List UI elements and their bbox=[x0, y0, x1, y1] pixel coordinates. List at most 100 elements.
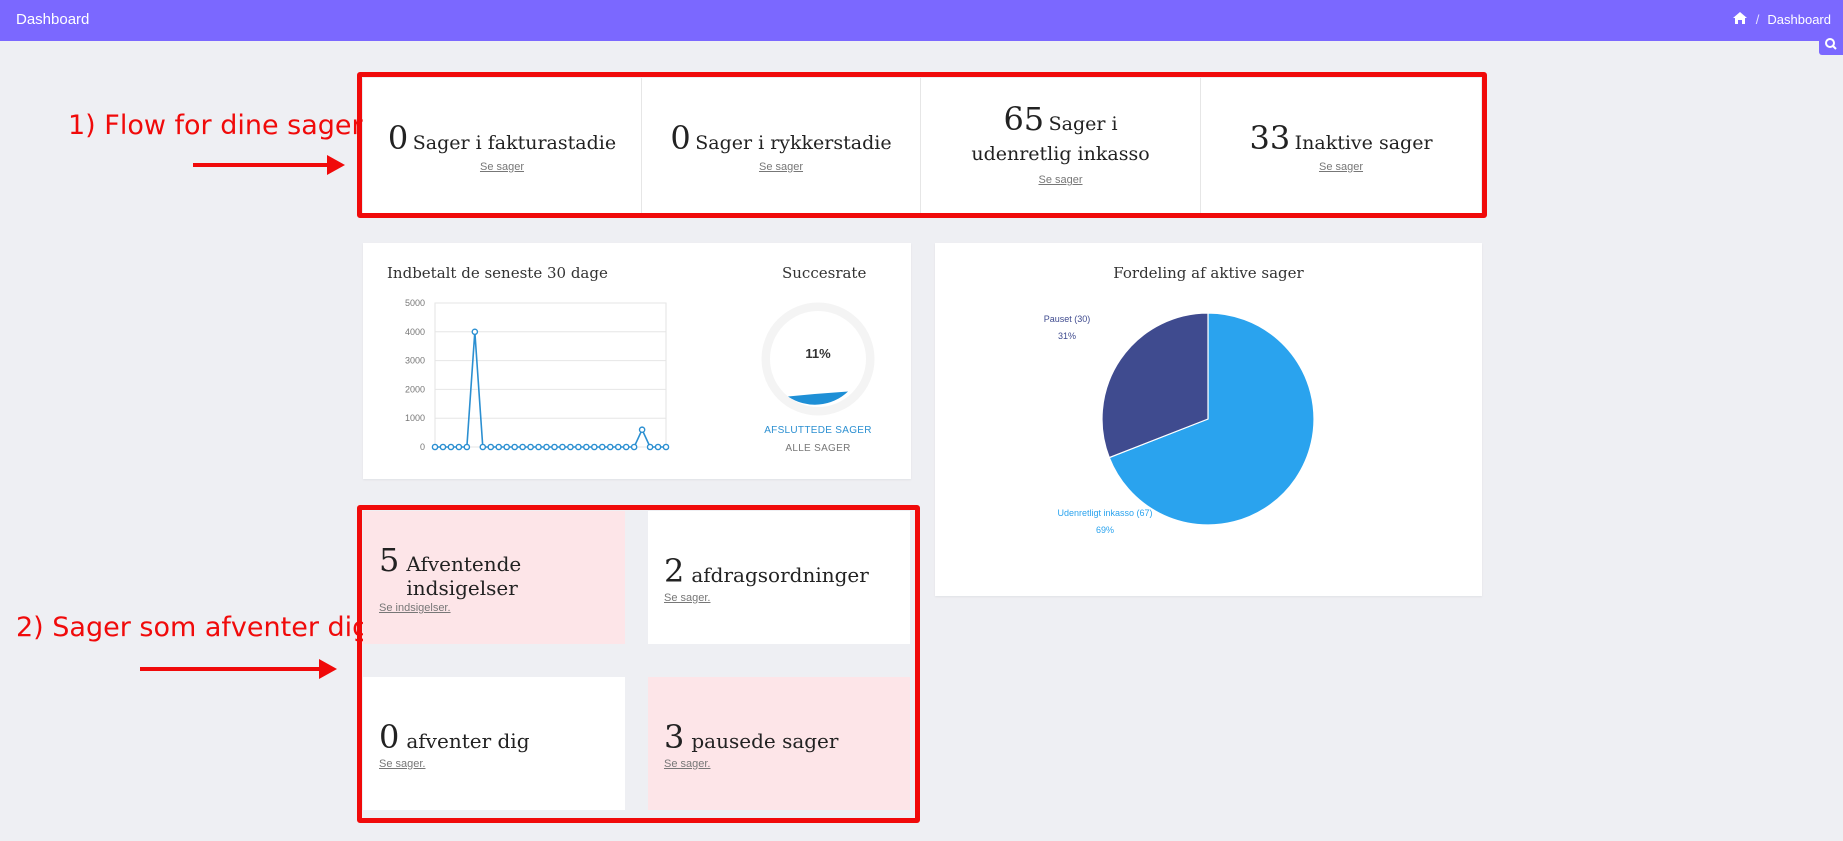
success-gauge bbox=[761, 302, 875, 416]
search-toggle-button[interactable] bbox=[1819, 34, 1843, 55]
see-cases-link[interactable]: Se sager bbox=[758, 160, 804, 173]
data-point bbox=[527, 443, 534, 451]
data-point bbox=[487, 443, 495, 451]
payments-card: Indbetalt de seneste 30 dage 0 1000 2000 30… bbox=[363, 243, 911, 479]
flow-label: Sager i rykkerstadie bbox=[695, 131, 892, 154]
plot-area bbox=[434, 302, 667, 448]
data-point bbox=[471, 328, 479, 336]
page-title: Dashboard bbox=[16, 11, 90, 28]
distribution-card: Fordeling af aktive sager Udenretligt in… bbox=[935, 243, 1482, 596]
flow-label: Sager i fakturastadie bbox=[412, 131, 617, 154]
annotation-flow: 1) Flow for dine sager bbox=[68, 110, 363, 141]
y-tick-label: 5000 bbox=[405, 298, 425, 308]
flow-panel: 0 Sager i fakturastadie Se sager 0 Sager… bbox=[363, 78, 1481, 213]
task-card-objections[interactable]: 5 Afventende indsigelser Se indsigelser. bbox=[363, 511, 625, 644]
data-point bbox=[455, 443, 463, 451]
data-point bbox=[439, 443, 447, 451]
distribution-title: Fordeling af aktive sager bbox=[1113, 264, 1304, 282]
see-cases-link[interactable]: Se sager bbox=[1318, 160, 1364, 173]
flow-collection: 65 Sager i udenretlig inkasso Se sager bbox=[921, 78, 1201, 213]
flow-invoice: 0 Sager i fakturastadie Se sager bbox=[363, 78, 642, 213]
data-point bbox=[495, 443, 503, 451]
data-point bbox=[583, 443, 590, 451]
see-cases-link[interactable]: Se sager. bbox=[664, 591, 711, 604]
annotation-box-waiting bbox=[357, 505, 920, 823]
data-point bbox=[646, 443, 654, 451]
see-cases-link[interactable]: Se sager. bbox=[379, 757, 426, 770]
flow-count: 0 bbox=[670, 118, 691, 157]
task-card-paused[interactable]: 3 pausede sager Se sager. bbox=[648, 677, 910, 810]
flow-inactive: 33 Inaktive sager Se sager bbox=[1201, 78, 1481, 213]
data-point bbox=[503, 443, 510, 451]
task-label: Afventende indsigelser bbox=[406, 552, 522, 600]
see-cases-link[interactable]: Se sager bbox=[479, 160, 525, 173]
task-count: 5 bbox=[379, 541, 400, 579]
success-title: Succesrate bbox=[782, 264, 867, 282]
data-point bbox=[567, 443, 574, 451]
data-point bbox=[479, 443, 487, 451]
pie-slice-percent: 31% bbox=[1058, 331, 1076, 341]
breadcrumb-current[interactable]: Dashboard bbox=[1767, 12, 1831, 27]
home-icon[interactable] bbox=[1732, 11, 1748, 28]
data-point bbox=[447, 443, 455, 451]
task-card-installments[interactable]: 2 afdragsordninger Se sager. bbox=[648, 511, 910, 644]
payments-title: Indbetalt de seneste 30 dage bbox=[387, 264, 608, 282]
data-point bbox=[559, 443, 566, 451]
annotation-waiting: 2) Sager som afventer dig bbox=[16, 612, 370, 643]
see-objections-link[interactable]: Se indsigelser. bbox=[379, 602, 451, 614]
data-point bbox=[662, 443, 670, 451]
annotation-box-flow bbox=[357, 72, 1487, 218]
y-tick-label: 3000 bbox=[405, 356, 425, 366]
completed-cases-legend: AFSLUTTEDE SAGER bbox=[764, 425, 872, 436]
data-point bbox=[622, 443, 630, 451]
pie-slice-percent: 69% bbox=[1096, 525, 1114, 535]
data-point bbox=[543, 443, 550, 451]
flow-count: 65 bbox=[1003, 100, 1045, 138]
data-point bbox=[463, 443, 471, 451]
flow-label: Inaktive sager bbox=[1294, 131, 1433, 154]
data-point bbox=[614, 443, 622, 451]
task-count: 0 bbox=[379, 717, 400, 756]
y-tick-label: 0 bbox=[420, 442, 425, 452]
data-point bbox=[606, 443, 614, 451]
data-point bbox=[575, 443, 582, 451]
payments-line-chart: 0 1000 2000 3000 4000 5000 bbox=[405, 298, 670, 452]
data-point bbox=[630, 443, 638, 451]
flow-count: 33 bbox=[1249, 118, 1291, 157]
data-point bbox=[551, 443, 558, 451]
flow-reminder: 0 Sager i rykkerstadie Se sager bbox=[642, 78, 921, 213]
y-tick-label: 2000 bbox=[405, 384, 425, 394]
task-label: afventer dig bbox=[406, 728, 530, 753]
search-icon bbox=[1825, 38, 1837, 50]
annotation-arrow-flow bbox=[193, 155, 345, 175]
gauge-fill bbox=[787, 391, 849, 405]
data-point bbox=[598, 443, 606, 451]
see-cases-link[interactable]: Se sager. bbox=[664, 757, 711, 770]
success-value: 11% bbox=[805, 346, 831, 361]
gauge-inner bbox=[770, 311, 866, 407]
data-point bbox=[591, 443, 598, 451]
see-cases-link[interactable]: Se sager bbox=[1038, 174, 1083, 186]
data-point bbox=[519, 443, 526, 451]
data-point bbox=[511, 443, 518, 451]
breadcrumb-separator: / bbox=[1755, 12, 1760, 27]
pie-slice[interactable] bbox=[1101, 312, 1209, 459]
annotation-arrow-waiting bbox=[140, 659, 337, 679]
y-tick-label: 1000 bbox=[405, 413, 425, 423]
y-tick-label: 4000 bbox=[405, 327, 425, 337]
all-cases-legend: ALLE SAGER bbox=[785, 443, 851, 454]
flow-count: 0 bbox=[387, 118, 409, 157]
task-label: pausede sager bbox=[691, 728, 839, 753]
flow-label: Sager i udenretlig inkasso bbox=[971, 113, 1150, 165]
task-count: 3 bbox=[664, 717, 685, 756]
task-label: afdragsordninger bbox=[691, 562, 869, 587]
pie-slice-label: Udenretligt inkasso (67) bbox=[1057, 508, 1152, 518]
task-count: 2 bbox=[664, 551, 685, 590]
pie-slice[interactable] bbox=[1108, 312, 1315, 526]
task-card-awaiting[interactable]: 0 afventer dig Se sager. bbox=[363, 677, 625, 810]
data-point bbox=[638, 426, 646, 434]
top-bar: Dashboard / Dashboard bbox=[0, 0, 1843, 41]
data-point bbox=[431, 443, 439, 451]
data-point bbox=[535, 443, 542, 451]
breadcrumb: / Dashboard bbox=[1732, 11, 1831, 28]
